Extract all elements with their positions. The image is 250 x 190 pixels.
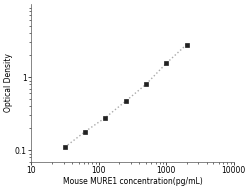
Y-axis label: Optical Density: Optical Density: [4, 53, 13, 112]
X-axis label: Mouse MURE1 concentration(pg/mL): Mouse MURE1 concentration(pg/mL): [63, 177, 202, 186]
